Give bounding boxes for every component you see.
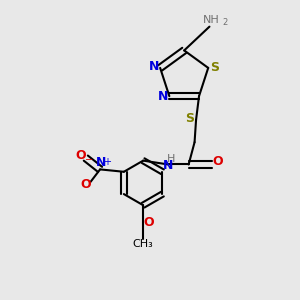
Text: −: − xyxy=(85,155,93,166)
Text: N: N xyxy=(95,156,106,170)
Text: O: O xyxy=(144,216,154,229)
Text: O: O xyxy=(75,149,86,162)
Text: N: N xyxy=(163,159,173,172)
Text: N: N xyxy=(148,60,159,73)
Text: 2: 2 xyxy=(222,18,227,27)
Text: S: S xyxy=(210,61,219,74)
Text: NH: NH xyxy=(202,15,219,25)
Text: CH₃: CH₃ xyxy=(133,239,154,249)
Text: +: + xyxy=(103,157,111,167)
Text: O: O xyxy=(80,178,91,191)
Text: H: H xyxy=(167,154,176,164)
Text: N: N xyxy=(158,90,169,103)
Text: O: O xyxy=(212,155,223,168)
Text: S: S xyxy=(186,112,195,125)
